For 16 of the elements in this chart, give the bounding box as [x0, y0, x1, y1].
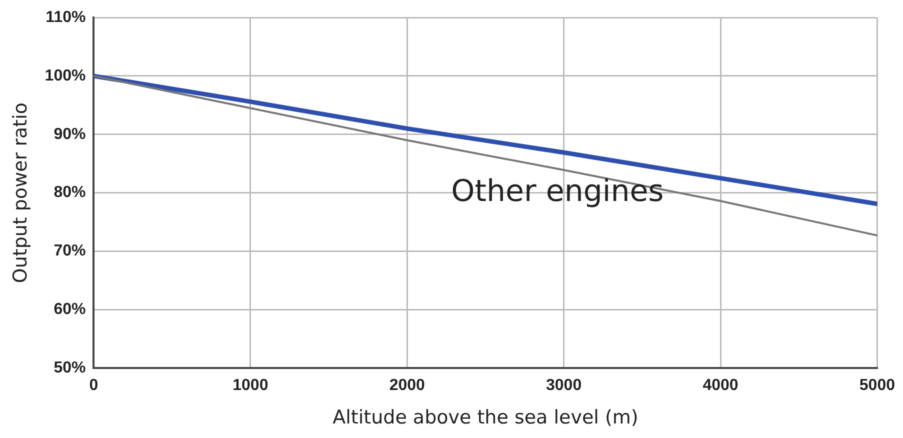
y-tick-label: 80% — [54, 184, 86, 202]
series-label: Other engines — [451, 174, 664, 209]
y-tick-label: 100% — [44, 67, 86, 84]
x-tick-label: 4000 — [702, 377, 738, 394]
x-tick-label: 1000 — [232, 377, 268, 394]
y-tick-label: 70% — [54, 242, 86, 260]
x-tick-label: 0 — [89, 377, 98, 394]
y-tick-label: 90% — [54, 126, 86, 143]
y-tick-label: 60% — [54, 301, 86, 318]
x-axis-title: Altitude above the sea level (m) — [332, 406, 638, 429]
y-tick-label: 50% — [54, 359, 86, 376]
y-tick-label: 110% — [46, 9, 86, 26]
x-tick-label: 3000 — [546, 377, 582, 394]
y-axis-title: Output power ratio — [9, 102, 32, 284]
x-tick-label: 2000 — [389, 377, 426, 394]
x-tick-label: 5000 — [859, 377, 896, 394]
